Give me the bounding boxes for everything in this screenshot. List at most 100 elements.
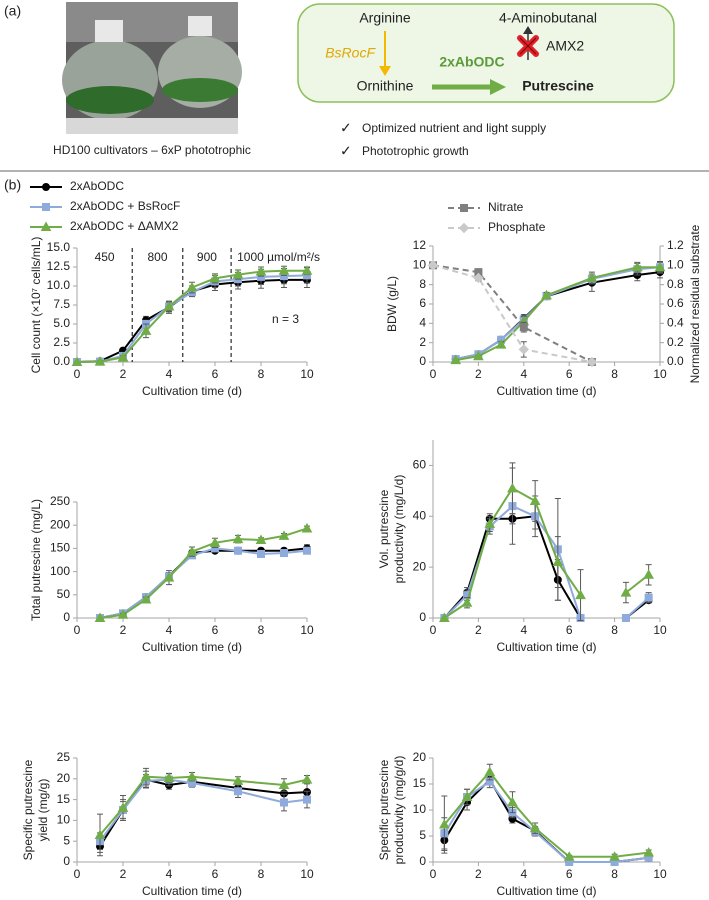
y2-tick-label: 0.2 xyxy=(667,335,684,349)
marker xyxy=(461,597,473,607)
y-tick-label: 2 xyxy=(419,335,426,349)
photo xyxy=(62,2,242,134)
check-icon: ✓ xyxy=(340,120,352,136)
marker xyxy=(473,350,484,361)
x-axis-label: Cultivation time (d) xyxy=(496,640,596,654)
marker xyxy=(280,549,288,558)
y-tick-label: 0 xyxy=(419,610,426,624)
x-tick-label: 0 xyxy=(430,367,437,381)
marker xyxy=(94,829,106,839)
enzyme-1: BsRocF xyxy=(325,45,376,61)
y-tick-label: 8 xyxy=(419,277,426,291)
x-tick-label: 0 xyxy=(74,623,81,637)
marker xyxy=(507,796,518,807)
marker xyxy=(621,614,630,622)
y-tick-label: 0.0 xyxy=(53,354,70,368)
marker xyxy=(186,546,198,556)
marker xyxy=(552,556,564,567)
marker xyxy=(42,203,50,211)
x-tick-label: 2 xyxy=(475,367,482,381)
substrate: Arginine xyxy=(359,10,411,26)
series-line xyxy=(99,778,308,847)
y-tick-label: 2.5 xyxy=(53,335,70,349)
x-axis-label: Cultivation time (d) xyxy=(142,884,242,898)
y-tick-label: 20 xyxy=(57,771,71,785)
y-axis-label: productivity (mg/g/d) xyxy=(392,756,406,865)
marker xyxy=(117,351,129,362)
x-tick-label: 4 xyxy=(166,623,173,637)
marker xyxy=(234,546,242,555)
marker xyxy=(94,356,106,366)
marker xyxy=(643,847,655,857)
marker xyxy=(280,798,288,807)
series-line xyxy=(99,778,308,842)
y2-tick-label: 1.2 xyxy=(667,238,684,252)
y-axis-label: productivity (mg/L/d) xyxy=(392,475,406,584)
y-tick-label: 60 xyxy=(413,458,427,472)
y-tick-label: 100 xyxy=(50,564,70,578)
marker xyxy=(631,261,643,272)
knockout: AMX2 xyxy=(546,38,584,54)
y-tick-label: 12.5 xyxy=(47,259,71,273)
marker xyxy=(563,851,575,861)
x-tick-label: 8 xyxy=(258,623,265,637)
check-icon: ✓ xyxy=(340,143,352,159)
y-tick-label: 50 xyxy=(57,587,71,601)
x-tick-label: 2 xyxy=(475,867,482,881)
x-tick-label: 10 xyxy=(300,367,314,381)
y-axis-label: Total putrescine (mg/L) xyxy=(29,499,43,621)
y-tick-label: 5.0 xyxy=(53,316,70,330)
y-axis-label: Cell count (×10⁷ cells/mL) xyxy=(29,237,43,374)
x-tick-label: 10 xyxy=(300,623,314,637)
marker xyxy=(278,779,290,790)
y-tick-label: 150 xyxy=(50,541,70,555)
legend-label: Nitrate xyxy=(488,200,524,214)
marker xyxy=(117,802,129,812)
y2-tick-label: 0.8 xyxy=(667,277,684,291)
x-axis-label: Cultivation time (d) xyxy=(142,384,242,398)
y-tick-label: 40 xyxy=(413,508,427,522)
x-tick-label: 8 xyxy=(258,867,265,881)
product: Putrescine xyxy=(522,78,594,94)
x-tick-label: 0 xyxy=(74,867,81,881)
marker xyxy=(186,282,198,292)
marker xyxy=(163,572,175,582)
y-tick-label: 25 xyxy=(57,750,71,764)
panel-label: (a) xyxy=(4,3,21,19)
y-tick-label: 0 xyxy=(63,854,70,868)
y-tick-label: 0 xyxy=(63,610,70,624)
y-tick-label: 10.0 xyxy=(47,278,71,292)
x-tick-label: 2 xyxy=(475,623,482,637)
marker xyxy=(438,819,450,829)
x-axis-label: Cultivation time (d) xyxy=(496,384,596,398)
y-tick-label: 200 xyxy=(50,517,70,531)
series-line xyxy=(99,775,308,836)
x-tick-label: 8 xyxy=(611,623,618,637)
x-tick-label: 8 xyxy=(258,367,265,381)
marker xyxy=(257,549,265,558)
marker xyxy=(484,766,496,777)
marker xyxy=(450,354,462,365)
x-tick-label: 6 xyxy=(212,867,219,881)
marker xyxy=(518,344,530,355)
marker xyxy=(484,518,496,528)
legend-label: 2xAbODC xyxy=(70,179,124,193)
x-tick-label: 4 xyxy=(520,623,527,637)
marker xyxy=(117,609,129,619)
marker xyxy=(461,791,473,801)
x-tick-label: 2 xyxy=(120,867,127,881)
x-tick-label: 6 xyxy=(566,623,573,637)
x-tick-label: 6 xyxy=(566,867,573,881)
y-axis-label: yield (mg/g) xyxy=(36,779,50,842)
x-tick-label: 4 xyxy=(520,367,527,381)
y-tick-label: 15.0 xyxy=(47,240,71,254)
marker xyxy=(186,771,198,781)
x-tick-label: 6 xyxy=(212,367,219,381)
marker xyxy=(458,222,470,234)
x-tick-label: 10 xyxy=(653,367,667,381)
light-phase-label: 450 xyxy=(95,250,115,264)
marker xyxy=(255,266,267,276)
x-tick-label: 10 xyxy=(300,867,314,881)
y-tick-label: 7.5 xyxy=(53,297,70,311)
